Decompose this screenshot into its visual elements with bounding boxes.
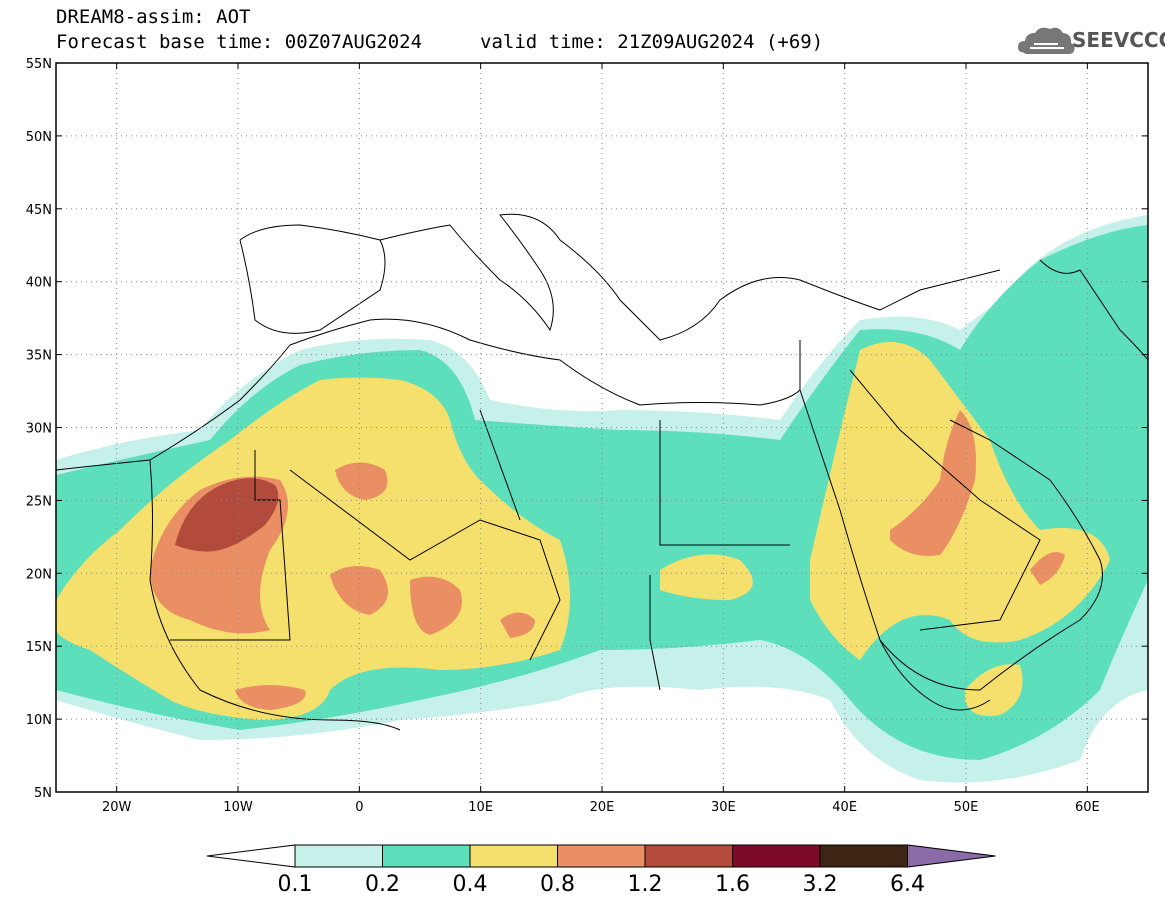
colorbar-label: 0.8 — [540, 872, 575, 897]
lon-tick-label: 10W — [223, 800, 253, 815]
lon-tick-label: 20E — [590, 800, 615, 815]
aot-contour-0.4-west — [56, 377, 570, 720]
lon-tick-label: 0 — [355, 800, 363, 815]
colorbar-box — [382, 844, 471, 868]
latitude-labels: 55N 50N 45N 40N 35N 30N 25N 20N 15N 10N 5N — [26, 57, 52, 801]
colorbar-labels: 0.1 0.2 0.4 0.8 1.2 1.6 3.2 6.4 — [278, 872, 926, 897]
colorbar-label: 3.2 — [803, 872, 838, 897]
aot-contour-0.8-saudi — [890, 410, 976, 556]
aot-contour-0.8-oman — [1030, 552, 1065, 585]
lat-tick-label: 5N — [34, 786, 52, 801]
colorbar-box — [819, 844, 908, 868]
lat-tick-label: 30N — [26, 422, 52, 437]
lat-tick-label: 20N — [26, 567, 52, 582]
colorbar-label: 0.1 — [278, 872, 313, 897]
colorbar-box — [469, 844, 558, 868]
lat-tick-label: 10N — [26, 713, 52, 728]
coastline-red-sea — [799, 389, 991, 711]
forecast-base-time: Forecast base time: 00Z07AUG2024 — [56, 31, 423, 53]
lon-tick-label: 50E — [954, 800, 979, 815]
lon-tick-label: 30E — [711, 800, 736, 815]
lon-tick-label: 60E — [1075, 800, 1100, 815]
map-frame — [55, 62, 1149, 793]
colorbar-box — [644, 844, 733, 868]
colorbar-arrow-low — [206, 844, 296, 868]
aot-contour-0.4-yemen — [965, 664, 1023, 716]
longitude-labels: 20W 10W 0 10E 20E 30E 40E 50E 60E — [102, 800, 1100, 815]
border-saudi — [849, 369, 1041, 631]
border-sahara-2 — [289, 469, 561, 661]
border-sudan — [649, 575, 661, 691]
map-title: DREAM8-assim: AOT — [56, 6, 251, 28]
lat-tick-label: 25N — [26, 494, 52, 509]
lat-tick-label: 15N — [26, 640, 52, 655]
lat-tick-label: 50N — [26, 130, 52, 145]
colorbar-arrow-high — [907, 844, 996, 868]
aot-contour-0.8-sahara — [335, 462, 388, 500]
colorbar-label: 6.4 — [890, 872, 925, 897]
colorbar-label: 0.4 — [453, 872, 488, 897]
aot-contour-0.8-niger — [410, 576, 462, 635]
lat-tick-label: 45N — [26, 203, 52, 218]
coastline-north-africa — [56, 318, 801, 471]
colorbar-box — [294, 844, 383, 868]
cloud-icon — [1018, 27, 1075, 54]
aot-contour-0.4-sahel — [660, 554, 753, 600]
lon-tick-label: 10E — [468, 800, 493, 815]
logo-text: SEEVCCC — [1072, 28, 1165, 52]
border-sahara-1 — [170, 450, 291, 641]
coastlines-and-borders — [56, 213, 1148, 731]
border-caspian — [1039, 259, 1148, 361]
colorbar-label: 1.2 — [628, 872, 663, 897]
lon-tick-label: 20W — [102, 800, 132, 815]
aot-contour-0.8-mali — [330, 566, 388, 615]
lat-tick-label: 35N — [26, 349, 52, 364]
aot-contour-0.8-nigeria — [235, 685, 306, 710]
lat-tick-label: 55N — [26, 57, 52, 72]
colorbar-box — [557, 844, 646, 868]
coastline-europe — [379, 213, 1001, 341]
colorbar-label: 1.6 — [715, 872, 750, 897]
coastline-west-africa — [149, 459, 401, 731]
coastline-arabia — [879, 419, 1103, 691]
valid-time: valid time: 21Z09AUG2024 (+69) — [480, 31, 824, 53]
lon-tick-label: 40E — [832, 800, 857, 815]
colorbar-box — [732, 844, 821, 868]
aot-contour-1.2-mauritania — [175, 478, 279, 552]
colorbar-label: 0.2 — [365, 872, 400, 897]
coastline-iberia — [239, 224, 386, 334]
border-libya — [479, 409, 521, 521]
colorbar — [206, 844, 996, 868]
aot-contour-0.8-chad — [500, 612, 535, 638]
lat-tick-label: 40N — [26, 276, 52, 291]
border-egypt — [659, 420, 790, 546]
